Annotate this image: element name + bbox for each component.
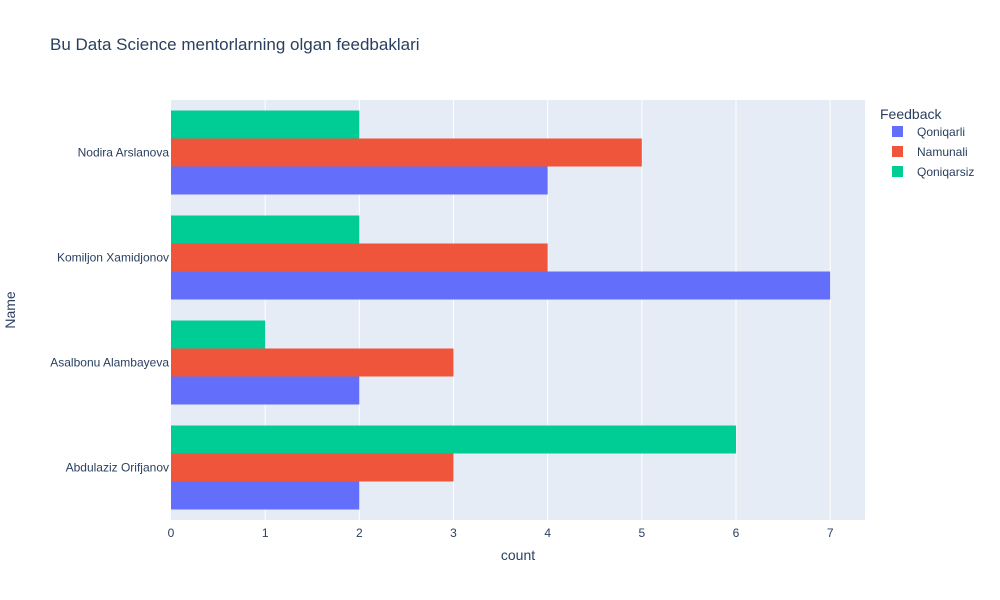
legend-label-1[interactable]: Namunali bbox=[917, 145, 968, 159]
bar-0-0 bbox=[171, 481, 360, 510]
x-tick-labels: 0 1 2 3 4 5 6 7 bbox=[168, 526, 834, 540]
legend-label-2[interactable]: Qoniqarsiz bbox=[917, 165, 974, 179]
y-tick-label-2: Komiljon Xamidjonov bbox=[57, 251, 169, 265]
y-tick-label-1: Asalbonu Alambayeva bbox=[50, 356, 169, 370]
legend: Feedback Qoniqarli Namunali Qoniqarsiz bbox=[880, 106, 974, 179]
x-tick-label-1: 1 bbox=[262, 526, 269, 540]
bar-1-0 bbox=[171, 453, 454, 482]
legend-swatch-1[interactable] bbox=[892, 146, 903, 157]
bar-2-1 bbox=[171, 320, 266, 349]
y-axis-title: Name bbox=[2, 291, 18, 329]
x-tick-label-5: 5 bbox=[638, 526, 645, 540]
x-tick-label-2: 2 bbox=[356, 526, 363, 540]
x-tick-label-6: 6 bbox=[733, 526, 740, 540]
x-axis-title: count bbox=[501, 547, 535, 563]
legend-label-0[interactable]: Qoniqarli bbox=[917, 125, 965, 139]
legend-title: Feedback bbox=[880, 106, 942, 122]
legend-swatch-2[interactable] bbox=[892, 166, 903, 177]
y-tick-labels: Abdulaziz Orifjanov Asalbonu Alambayeva Ko… bbox=[50, 146, 169, 475]
y-tick-label-0: Abdulaziz Orifjanov bbox=[66, 461, 169, 475]
bar-0-1 bbox=[171, 376, 360, 405]
legend-swatch-0[interactable] bbox=[892, 126, 903, 137]
bar-0-2 bbox=[171, 271, 831, 300]
bar-0-3 bbox=[171, 166, 548, 195]
chart-title: Bu Data Science mentorlarning olgan feed… bbox=[50, 35, 420, 54]
bar-2-0 bbox=[171, 425, 736, 454]
bar-1-1 bbox=[171, 348, 454, 377]
bar-2-3 bbox=[171, 110, 360, 139]
x-tick-label-4: 4 bbox=[544, 526, 551, 540]
bars bbox=[171, 110, 831, 510]
bar-1-3 bbox=[171, 138, 642, 167]
x-tick-label-3: 3 bbox=[450, 526, 457, 540]
x-tick-label-0: 0 bbox=[168, 526, 175, 540]
y-tick-label-3: Nodira Arslanova bbox=[78, 146, 170, 160]
x-tick-label-7: 7 bbox=[827, 526, 834, 540]
bar-2-2 bbox=[171, 215, 360, 244]
bar-1-2 bbox=[171, 243, 548, 272]
